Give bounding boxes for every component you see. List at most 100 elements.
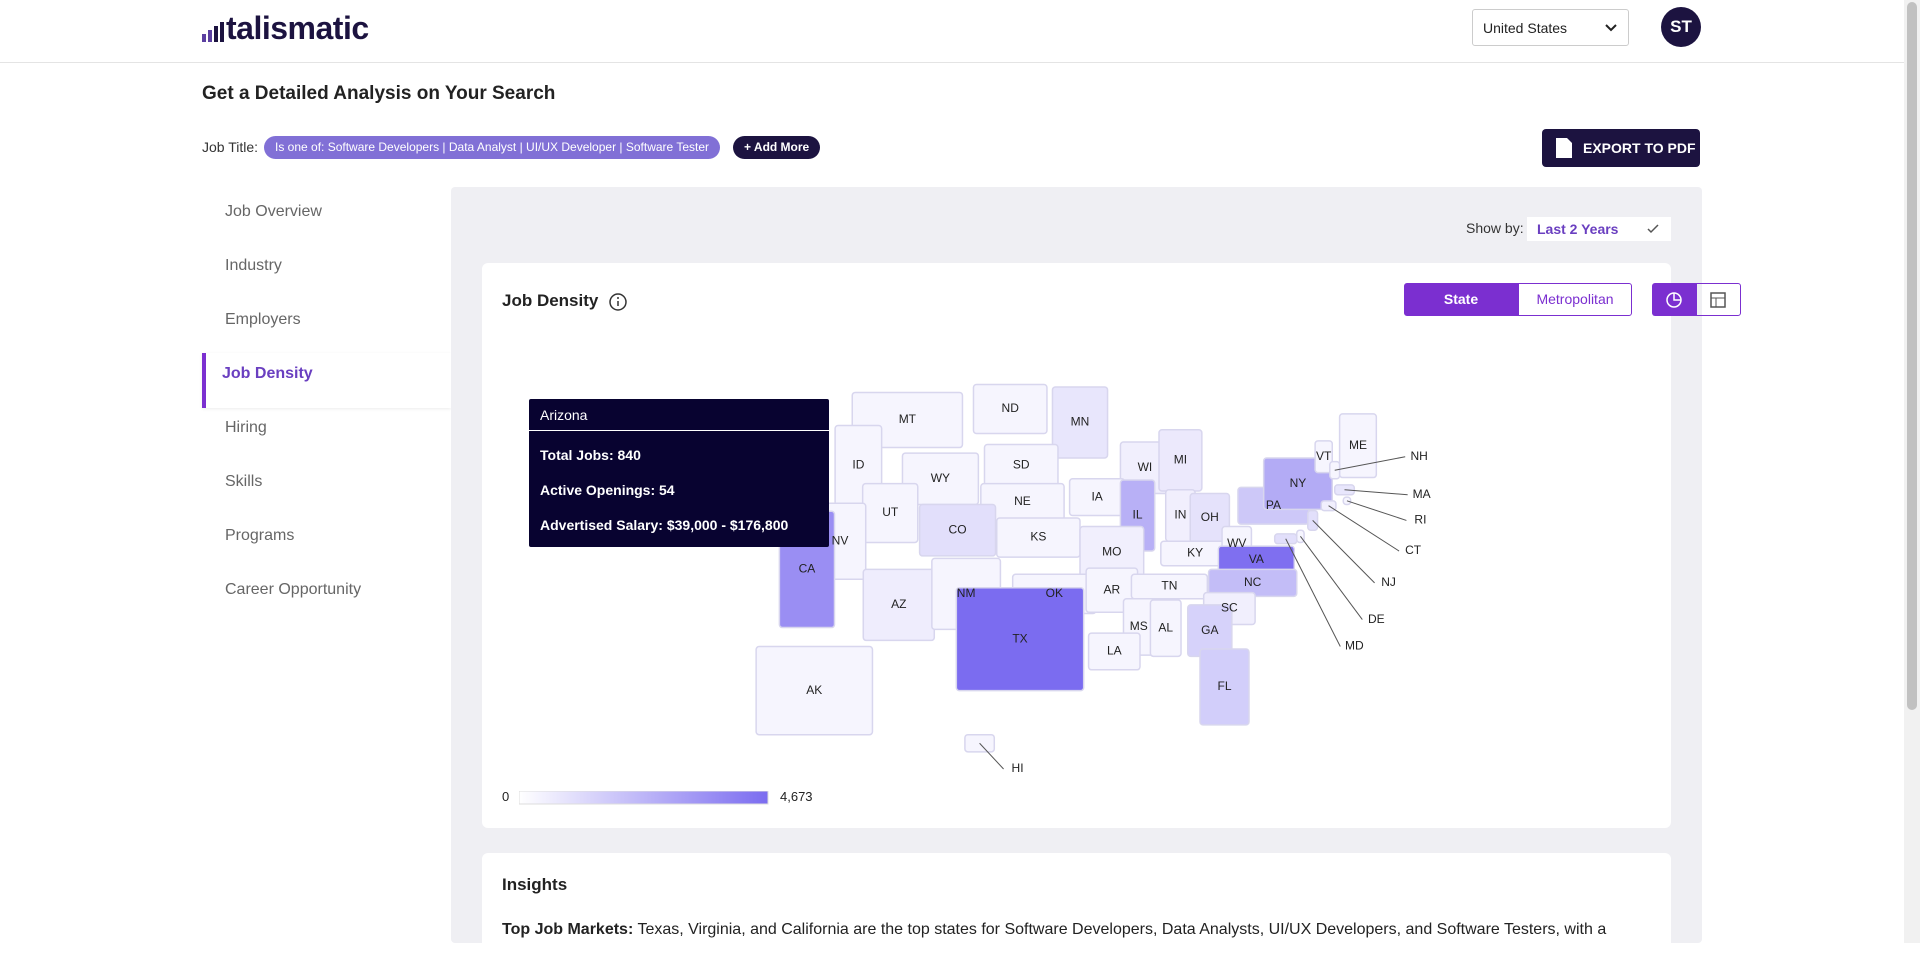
leader-line — [979, 742, 1004, 770]
leader-line — [1312, 520, 1375, 584]
pie-icon — [1666, 292, 1682, 308]
state-shape[interactable] — [1130, 573, 1209, 600]
job-title-label: Job Title: — [202, 139, 259, 155]
state-shape[interactable] — [1051, 386, 1109, 459]
state-label: IA — [1091, 489, 1102, 503]
state-shape[interactable] — [1307, 509, 1319, 531]
table-icon — [1710, 292, 1726, 308]
state-label: NV — [832, 533, 849, 547]
state-label: RI — [1414, 513, 1426, 527]
show-by-select[interactable]: Last 2 Years — [1527, 217, 1671, 241]
state-label: SD — [1013, 457, 1030, 471]
state-label: KY — [1187, 546, 1203, 560]
sidebar-item[interactable]: Job Density — [222, 365, 313, 382]
state-shape[interactable] — [964, 733, 996, 753]
logo-icon — [202, 22, 224, 42]
toggle-button[interactable]: Metropolitan — [1518, 283, 1632, 316]
state-label: ID — [852, 457, 864, 471]
state-label: AK — [806, 683, 822, 697]
state-label: OH — [1201, 510, 1219, 524]
sidebar-item[interactable]: Industry — [225, 257, 282, 274]
state-label: NJ — [1381, 575, 1396, 589]
tooltip-line: Active Openings: 54 — [540, 482, 675, 498]
state-label: ME — [1349, 438, 1367, 452]
leader-line — [1346, 500, 1407, 521]
legend-gradient — [519, 791, 769, 805]
sidebar-item[interactable]: Job Overview — [225, 203, 322, 220]
state-label: MT — [899, 412, 917, 426]
state-label: VT — [1316, 449, 1332, 463]
map-view-button[interactable] — [1652, 283, 1696, 316]
sidebar-item[interactable]: Employers — [225, 311, 301, 328]
state-label: WY — [931, 471, 950, 485]
state-label: MI — [1174, 453, 1187, 467]
state-label: UT — [882, 505, 899, 519]
insights-body: Texas, Virginia, and California are the … — [637, 921, 1607, 938]
state-label: FL — [1217, 679, 1231, 693]
state-shape[interactable] — [1329, 460, 1341, 480]
state-label: AR — [1104, 582, 1121, 596]
sidebar-item[interactable]: Career Opportunity — [225, 581, 362, 598]
header: talismatic United States ST — [0, 0, 1904, 63]
insights-text: Top Job Markets: Texas, Virginia, and Ca… — [502, 921, 1662, 939]
state-label: CT — [1405, 543, 1422, 557]
state-label: IN — [1174, 508, 1186, 522]
state-shape[interactable] — [1087, 632, 1141, 671]
sidebar-item[interactable]: Programs — [225, 527, 295, 544]
state-label: VA — [1249, 552, 1264, 566]
sidebar-item[interactable]: Hiring — [225, 419, 267, 436]
state-label: AZ — [891, 597, 906, 611]
insights-lead: Top Job Markets: — [502, 921, 634, 938]
check-icon — [1647, 224, 1659, 234]
leader-line — [1334, 456, 1406, 471]
scrollbar[interactable] — [1904, 0, 1920, 943]
state-label: DE — [1368, 612, 1385, 626]
state-label: NY — [1290, 476, 1307, 490]
show-by-label: Show by: — [1466, 220, 1524, 236]
page-title: Get a Detailed Analysis on Your Search — [202, 83, 556, 104]
state-label: MS — [1130, 619, 1148, 633]
toggle-button[interactable]: State — [1404, 283, 1518, 316]
leader-line — [1285, 538, 1341, 647]
table-view-button[interactable] — [1696, 283, 1741, 316]
state-label: WV — [1227, 536, 1246, 550]
scroll-thumb[interactable] — [1907, 2, 1917, 710]
state-shape[interactable] — [1273, 533, 1298, 545]
state-shape[interactable] — [1342, 496, 1352, 506]
card-title: Job Density — [502, 291, 599, 310]
job-title-filter[interactable]: Is one of: Software Developers | Data An… — [264, 136, 720, 159]
insights-card: Insights Top Job Markets: Texas, Virgini… — [482, 853, 1671, 963]
leader-line — [1344, 489, 1408, 496]
country-select[interactable]: United States — [1472, 9, 1629, 46]
state-label: GA — [1201, 623, 1218, 637]
legend-min: 0 — [502, 789, 510, 804]
state-shape[interactable] — [1149, 599, 1182, 658]
state-label: MA — [1413, 487, 1431, 501]
state-label: ND — [1002, 401, 1020, 415]
insights-title: Insights — [502, 875, 568, 894]
state-label: SC — [1221, 601, 1238, 615]
state-shape[interactable] — [1338, 413, 1378, 479]
state-shape[interactable] — [1333, 484, 1356, 496]
state-shape[interactable] — [1314, 440, 1334, 474]
tooltip-line: Advertised Salary: $39,000 - $176,800 — [540, 517, 789, 533]
sidebar-item[interactable]: Skills — [225, 473, 263, 490]
state-shape[interactable] — [755, 645, 874, 736]
add-more-button[interactable]: + Add More — [733, 136, 821, 159]
state-shape[interactable] — [1199, 648, 1250, 726]
state-shape[interactable] — [955, 587, 1085, 692]
leader-line — [1300, 536, 1363, 620]
sidebar-active-bg — [202, 353, 451, 408]
leader-line — [1328, 505, 1400, 552]
state-label: NE — [1014, 494, 1031, 508]
content-panel: Show by: Last 2 Years Job Density State M… — [451, 187, 1741, 963]
state-label: MD — [1345, 639, 1364, 653]
state-label: IL — [1133, 508, 1143, 522]
export-button[interactable]: EXPORT TO PDF — [1542, 129, 1700, 167]
logo[interactable]: talismatic — [226, 10, 369, 46]
info-icon[interactable] — [608, 292, 628, 312]
avatar[interactable]: ST — [1661, 7, 1701, 47]
state-label: MO — [1102, 544, 1121, 558]
state-shape[interactable] — [918, 503, 997, 557]
state-shape[interactable] — [972, 383, 1048, 435]
